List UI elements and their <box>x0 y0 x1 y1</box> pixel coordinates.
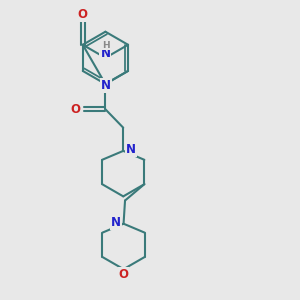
Text: N: N <box>101 79 111 92</box>
Text: N: N <box>111 216 121 229</box>
Text: O: O <box>70 103 80 116</box>
Text: H: H <box>102 41 110 50</box>
Text: O: O <box>118 268 129 281</box>
Text: N: N <box>126 143 136 156</box>
Text: N: N <box>100 47 110 60</box>
Text: O: O <box>78 8 88 21</box>
